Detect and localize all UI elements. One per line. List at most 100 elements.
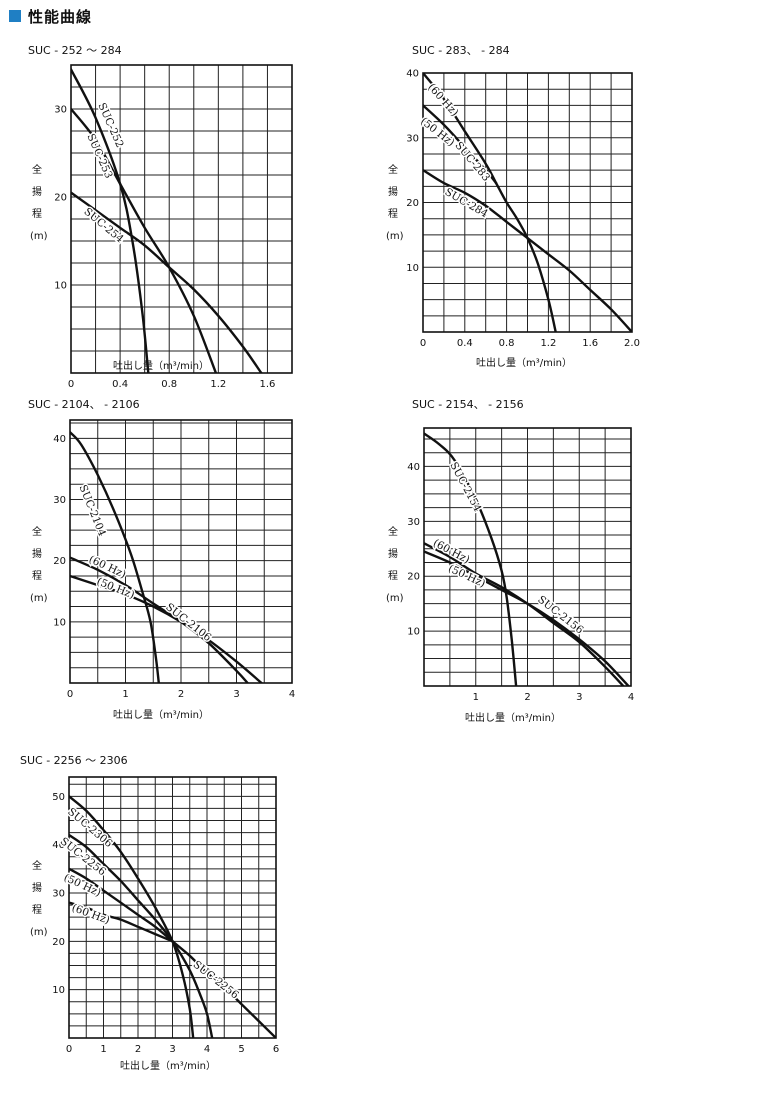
x-tick-label: 0.8 (499, 338, 515, 349)
y-tick-label: 20 (53, 556, 66, 567)
chart-panel-suc-252-284: SUC - 252 ～ 284 全揚程 (m) 吐出し量（m³/min） 0 0.4… (28, 42, 293, 390)
x-tick-label: 2 (178, 689, 184, 700)
x-tick-label: 3 (576, 692, 582, 703)
y-tick-label: 20 (54, 193, 67, 204)
x-tick-label: 6 (273, 1044, 279, 1055)
page-header: 性能曲線 (9, 6, 92, 26)
x-axis-label: 吐出し量（m³/min） (113, 710, 209, 721)
x-tick-label: 1 (122, 689, 128, 700)
x-tick-label: 0.8 (161, 379, 177, 390)
y-tick-label: 20 (52, 937, 65, 948)
x-tick-label: 0 (420, 338, 426, 349)
series-line (69, 795, 195, 1038)
series-line (423, 104, 498, 185)
page-title: 性能曲線 (28, 7, 93, 26)
y-tick-label: 40 (53, 434, 66, 445)
series-line (423, 73, 498, 185)
series-line (70, 431, 160, 683)
x-tick-label: 1 (100, 1044, 106, 1055)
x-tick-label: 1.2 (540, 338, 556, 349)
y-tick-label: 10 (406, 263, 419, 274)
x-tick-label: 1.6 (582, 338, 598, 349)
x-tick-label: 2.0 (624, 338, 640, 349)
x-axis-label: 吐出し量（m³/min） (113, 361, 209, 372)
x-axis-label: 吐出し量（m³/min） (120, 1061, 216, 1072)
plot-frame (423, 427, 632, 687)
y-tick-label: 30 (407, 517, 420, 528)
header-marker-icon (9, 10, 21, 22)
y-tick-label: 30 (54, 105, 67, 116)
series-label: SUC-283 (452, 140, 492, 184)
plot-frame (422, 72, 633, 333)
x-tick-label: 4 (628, 692, 634, 703)
series-line (71, 107, 218, 373)
series-line (69, 833, 214, 1038)
chart-title: SUC - 252 ～ 284 (28, 44, 122, 57)
x-tick-label: 4 (204, 1044, 210, 1055)
chart-panel-suc-2104-2106: SUC - 2104、 - 2106 全揚程 (m) 吐出し量（m³/min） 0… (28, 396, 295, 726)
y-tick-label: 40 (52, 840, 65, 851)
series-line (423, 168, 632, 332)
plot-frame (70, 64, 293, 374)
series-label: SUC-254 (82, 206, 126, 246)
x-tick-label: 0.4 (112, 379, 128, 390)
x-tick-label: 0.4 (457, 338, 473, 349)
plot-frame (69, 419, 293, 684)
x-tick-label: 2 (524, 692, 530, 703)
y-axis-label: 全揚程 (m) (30, 861, 48, 938)
series-line (494, 181, 557, 332)
x-tick-label: 4 (289, 689, 295, 700)
series-line (424, 432, 518, 686)
chart-title: SUC - 2104、 - 2106 (28, 398, 140, 411)
series-label: SUC-2106 (163, 601, 213, 644)
series-line (171, 940, 276, 1038)
chart-panel-suc-2154-2156: SUC - 2154、 - 2156 全揚程 (m) 吐出し量（m³/min） 1… (386, 396, 648, 726)
y-tick-label: 10 (52, 985, 65, 996)
x-tick-label: 0 (68, 379, 74, 390)
x-tick-label: 3 (233, 689, 239, 700)
x-tick-label: 3 (169, 1044, 175, 1055)
y-tick-label: 20 (406, 198, 419, 209)
series-line (70, 574, 263, 683)
series-line (69, 901, 174, 943)
plot-frame (68, 776, 277, 1039)
y-axis-label: 全揚程 (m) (386, 165, 404, 242)
x-tick-label: 1.6 (259, 379, 275, 390)
chart-panel-suc-2256-2306: SUC - 2256 ～ 2306 全揚程 (m) 吐出し量（m³/min） 0 1… (20, 752, 290, 1082)
y-tick-label: 10 (54, 281, 67, 292)
series-line (424, 550, 630, 686)
y-tick-label: 50 (52, 792, 65, 803)
y-tick-label: 40 (407, 462, 420, 473)
series-line (71, 68, 150, 373)
y-tick-label: 20 (407, 572, 420, 583)
series-label: SUC-2154 (447, 460, 483, 514)
y-tick-label: 10 (407, 627, 420, 638)
series-line (69, 867, 174, 943)
series-line (71, 191, 263, 373)
y-tick-label: 30 (52, 889, 65, 900)
x-tick-label: 1.2 (210, 379, 226, 390)
x-tick-label: 0 (66, 1044, 72, 1055)
x-tick-label: 2 (135, 1044, 141, 1055)
x-tick-label: 5 (238, 1044, 244, 1055)
y-axis-label: 全揚程 (m) (30, 527, 48, 604)
y-axis-label: 全揚程 (m) (30, 165, 48, 242)
y-axis-label: 全揚程 (m) (386, 527, 404, 604)
x-axis-label: 吐出し量（m³/min） (476, 358, 572, 369)
y-tick-label: 30 (406, 133, 419, 144)
chart-title: SUC - 2154、 - 2156 (412, 398, 524, 411)
y-tick-label: 10 (53, 617, 66, 628)
y-tick-label: 40 (406, 69, 419, 80)
x-tick-label: 0 (67, 689, 73, 700)
x-axis-label: 吐出し量（m³/min） (465, 713, 561, 724)
x-tick-label: 1 (473, 692, 479, 703)
y-tick-label: 30 (53, 495, 66, 506)
chart-panel-suc-283-284: SUC - 283、 - 284 全揚程 (m) 吐出し量（m³/min） 0 0.… (386, 42, 648, 372)
chart-title: SUC - 2256 ～ 2306 (20, 754, 128, 767)
series-label: (60 Hz) (70, 902, 111, 927)
